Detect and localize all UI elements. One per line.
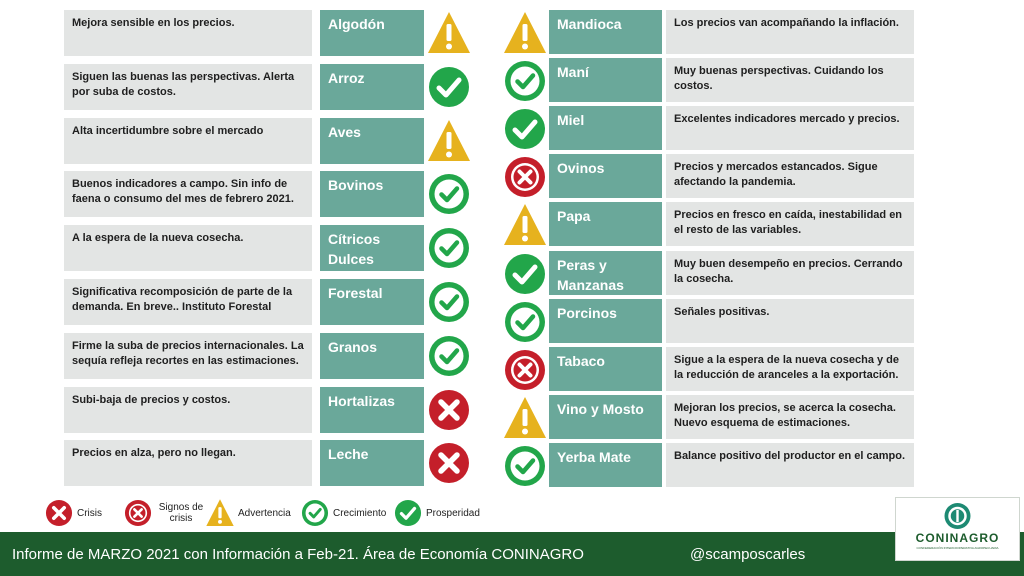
legend-icon-crisis bbox=[45, 499, 73, 527]
legend-label: Crecimiento bbox=[333, 507, 387, 519]
legend-item-crisis: Crisis bbox=[44, 498, 102, 528]
status-icon-advertencia bbox=[502, 10, 548, 56]
legend-icon-advertencia bbox=[206, 499, 234, 527]
product-name: Ovinos bbox=[549, 154, 662, 199]
product-description: Los precios van acompañando la inflación… bbox=[666, 10, 914, 54]
product-name: Leche bbox=[320, 440, 424, 487]
product-description: Mejora sensible en los precios. bbox=[64, 10, 312, 56]
status-icon-prosperidad bbox=[502, 251, 548, 297]
product-description: Muy buenas perspectivas. Cuidando los co… bbox=[666, 58, 914, 103]
coninagro-logo: CONINAGRO CONFEDERACIÓN INTERCOOPERATIVA… bbox=[895, 497, 1020, 561]
footer-bar bbox=[0, 532, 1024, 576]
product-name: Hortalizas bbox=[320, 386, 424, 433]
product-description: Firme la suba de precios internacionales… bbox=[64, 332, 312, 379]
product-name: Mandioca bbox=[549, 10, 662, 54]
legend-label: Advertencia bbox=[238, 507, 291, 519]
product-description: Subi-baja de precios y costos. bbox=[64, 386, 312, 433]
product-description: A la espera de la nueva cosecha. bbox=[64, 225, 312, 272]
status-icon-crisis bbox=[426, 387, 472, 433]
product-name: Papa bbox=[549, 202, 662, 247]
status-icon-crecimiento bbox=[426, 333, 472, 379]
product-description: Precios en alza, pero no llegan. bbox=[64, 440, 312, 487]
legend-icon-prosperidad bbox=[394, 499, 422, 527]
status-icon-crecimiento bbox=[426, 225, 472, 271]
product-description: Significativa recomposición de parte de … bbox=[64, 279, 312, 325]
legend-label: Crisis bbox=[77, 507, 102, 519]
legend-label: Signos de crisis bbox=[158, 502, 204, 524]
product-description: Excelentes indicadores mercado y precios… bbox=[666, 106, 914, 151]
status-icon-crecimiento bbox=[502, 58, 548, 104]
product-name: Arroz bbox=[320, 63, 424, 110]
status-icon-crisis bbox=[426, 440, 472, 486]
legend-item-advertencia: Advertencia bbox=[205, 498, 291, 528]
product-description: Muy buen desempeño en precios. Cerrando … bbox=[666, 250, 914, 295]
status-icon-advertencia bbox=[426, 118, 472, 164]
product-description: Precios y mercados estancados. Sigue afe… bbox=[666, 154, 914, 199]
product-name: Vino y Mosto bbox=[549, 394, 662, 439]
product-name: Porcinos bbox=[549, 298, 662, 343]
product-name: Granos bbox=[320, 332, 424, 379]
status-icon-advertencia bbox=[426, 10, 472, 56]
status-icon-advertencia bbox=[502, 202, 548, 248]
status-icon-crecimiento bbox=[502, 443, 548, 489]
status-icon-crecimiento bbox=[502, 299, 548, 345]
legend-item-signos: Signos de crisis bbox=[123, 498, 206, 528]
legend-label: Prosperidad bbox=[426, 507, 480, 519]
status-icon-signos bbox=[502, 347, 548, 393]
product-description: Siguen las buenas las perspectivas. Aler… bbox=[64, 63, 312, 110]
product-name: Yerba Mate bbox=[549, 442, 662, 487]
product-name: Forestal bbox=[320, 279, 424, 325]
product-description: Mejoran los precios, se acerca la cosech… bbox=[666, 394, 914, 439]
legend-item-prosperidad: Prosperidad bbox=[393, 498, 480, 528]
product-description: Señales positivas. bbox=[666, 298, 914, 343]
legend-icon-signos bbox=[124, 499, 152, 527]
status-icon-prosperidad bbox=[502, 106, 548, 152]
product-description: Sigue a la espera de la nueva cosecha y … bbox=[666, 346, 914, 391]
status-icon-prosperidad bbox=[426, 64, 472, 110]
status-icon-advertencia bbox=[502, 395, 548, 441]
product-name: Bovinos bbox=[320, 171, 424, 218]
product-name: Cítricos Dulces bbox=[320, 225, 424, 272]
status-icon-crecimiento bbox=[426, 171, 472, 217]
product-description: Balance positivo del productor en el cam… bbox=[666, 442, 914, 487]
product-description: Precios en fresco en caída, inestabilida… bbox=[666, 202, 914, 247]
logo-name: CONINAGRO bbox=[915, 531, 1000, 545]
logo-subtitle: CONFEDERACIÓN INTERCOOPERATIVA AGROPECUA… bbox=[916, 546, 999, 550]
footer-handle: @scamposcarles bbox=[690, 546, 806, 563]
legend-icon-crecimiento bbox=[301, 499, 329, 527]
status-icon-crecimiento bbox=[426, 279, 472, 325]
logo-emblem bbox=[944, 503, 971, 529]
legend-item-crecimiento: Crecimiento bbox=[300, 498, 386, 528]
product-name: Maní bbox=[549, 58, 662, 103]
product-name: Tabaco bbox=[549, 346, 662, 391]
product-name: Aves bbox=[320, 117, 424, 164]
product-name: Miel bbox=[549, 106, 662, 151]
product-name: Algodón bbox=[320, 10, 424, 56]
product-description: Buenos indicadores a campo. Sin info de … bbox=[64, 171, 312, 218]
footer-text: Informe de MARZO 2021 con Información a … bbox=[12, 546, 584, 563]
product-description: Alta incertidumbre sobre el mercado bbox=[64, 117, 312, 164]
product-name: Peras y Manzanas bbox=[549, 250, 662, 295]
status-icon-signos bbox=[502, 154, 548, 200]
